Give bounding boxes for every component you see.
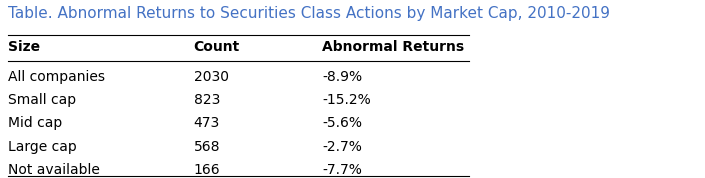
Text: 166: 166 bbox=[194, 163, 221, 177]
Text: Mid cap: Mid cap bbox=[8, 116, 62, 130]
Text: Table. Abnormal Returns to Securities Class Actions by Market Cap, 2010-2019: Table. Abnormal Returns to Securities Cl… bbox=[8, 6, 610, 21]
Text: -5.6%: -5.6% bbox=[322, 116, 362, 130]
Text: Large cap: Large cap bbox=[8, 140, 77, 154]
Text: Count: Count bbox=[194, 40, 240, 54]
Text: Small cap: Small cap bbox=[8, 93, 76, 107]
Text: Abnormal Returns: Abnormal Returns bbox=[322, 40, 464, 54]
Text: 568: 568 bbox=[194, 140, 220, 154]
Text: 823: 823 bbox=[194, 93, 220, 107]
Text: 473: 473 bbox=[194, 116, 220, 130]
Text: Not available: Not available bbox=[8, 163, 99, 177]
Text: -15.2%: -15.2% bbox=[322, 93, 371, 107]
Text: -2.7%: -2.7% bbox=[322, 140, 362, 154]
Text: -8.9%: -8.9% bbox=[322, 70, 362, 83]
Text: 2030: 2030 bbox=[194, 70, 228, 83]
Text: All companies: All companies bbox=[8, 70, 105, 83]
Text: -7.7%: -7.7% bbox=[322, 163, 362, 177]
Text: Size: Size bbox=[8, 40, 40, 54]
